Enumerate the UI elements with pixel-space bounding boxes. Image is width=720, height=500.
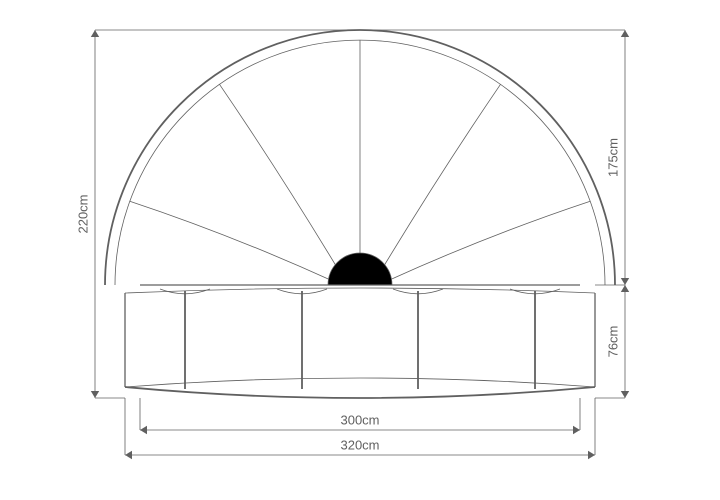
bottom-ring-back [125,378,595,387]
dim-label-300: 300cm [340,412,379,427]
bottom-ring-front [125,387,595,398]
dome-seam-4 [390,201,590,280]
dim-label-175: 175cm [605,138,620,177]
rim-top [125,288,595,293]
dim-label-320: 320cm [340,437,379,452]
dome-seam-3 [378,84,500,275]
dome-hub [328,253,392,285]
trampoline-drawing [105,30,615,398]
dome-seam-1 [219,84,341,275]
dim-label-220: 220cm [75,194,90,233]
dome-seam-0 [130,201,330,280]
dim-label-76: 76cm [605,326,620,358]
